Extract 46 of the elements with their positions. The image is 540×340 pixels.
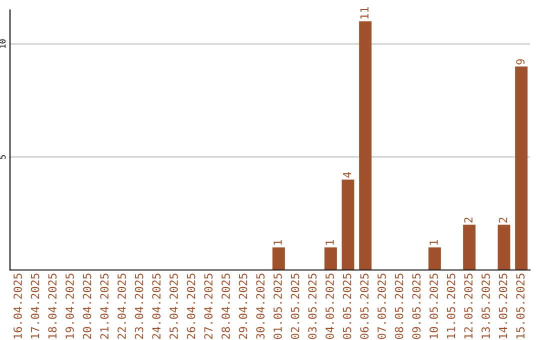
x-tick-label: 04.05.2025 <box>326 274 334 339</box>
x-tick-label: 16.04.2025 <box>14 274 22 338</box>
x-tick-label: 24.04.2025 <box>152 274 161 339</box>
x-tick-label: 10.05.2025 <box>430 274 438 338</box>
x-tick-label: 01.05.2025 <box>274 274 282 339</box>
bar <box>515 66 528 270</box>
bar <box>324 247 337 270</box>
bar <box>272 247 285 270</box>
data-label: 1 <box>430 240 438 245</box>
x-tick-label: 18.04.2025 <box>48 274 57 338</box>
data-label: 11 <box>360 7 368 19</box>
x-tick-label: 20.04.2025 <box>82 274 92 339</box>
bar <box>463 224 476 270</box>
x-tick-label: 11.05.2025 <box>446 274 456 338</box>
x-tick-label: 27.04.2025 <box>204 274 213 339</box>
x-tick-label: 13.05.2025 <box>482 274 490 338</box>
bar <box>359 21 372 270</box>
bar <box>342 180 354 270</box>
data-label: 9 <box>516 59 525 64</box>
x-tick-label: 23.04.2025 <box>134 274 144 339</box>
data-label: 4 <box>342 172 352 178</box>
bar <box>498 224 510 270</box>
data-label: 1 <box>274 240 282 245</box>
x-tick-label: 02.05.2025 <box>290 274 300 339</box>
x-tick-label: 19.04.2025 <box>66 274 74 338</box>
x-tick-label: 09.05.2025 <box>412 274 421 339</box>
x-tick-label: 25.04.2025 <box>170 274 178 339</box>
x-tick-label: 12.05.2025 <box>464 274 473 338</box>
data-label: 2 <box>498 218 508 223</box>
x-tick-label: 26.04.2025 <box>186 274 196 339</box>
x-tick-label: 08.05.2025 <box>394 274 404 339</box>
x-tick-label: 15.05.2025 <box>516 274 525 338</box>
x-tick-label: 21.04.2025 <box>100 274 109 339</box>
x-tick-label: 28.04.2025 <box>222 274 230 339</box>
x-tick-label: 22.04.2025 <box>118 274 126 339</box>
x-tick-label: 17.04.2025 <box>30 274 40 338</box>
x-tick-label: 14.05.2025 <box>498 274 508 338</box>
x-tick-label: 06.05.2025 <box>360 274 369 339</box>
x-tick-label: 07.05.2025 <box>378 274 386 339</box>
x-tick-label: 30.04.2025 <box>256 274 265 339</box>
data-label: 2 <box>464 218 472 223</box>
x-tick-label: 29.04.2025 <box>238 274 248 339</box>
x-tick-label: 05.05.2025 <box>342 274 352 339</box>
data-label: 1 <box>326 240 334 245</box>
x-tick-label: 03.05.2025 <box>308 274 317 339</box>
bar <box>428 247 441 270</box>
